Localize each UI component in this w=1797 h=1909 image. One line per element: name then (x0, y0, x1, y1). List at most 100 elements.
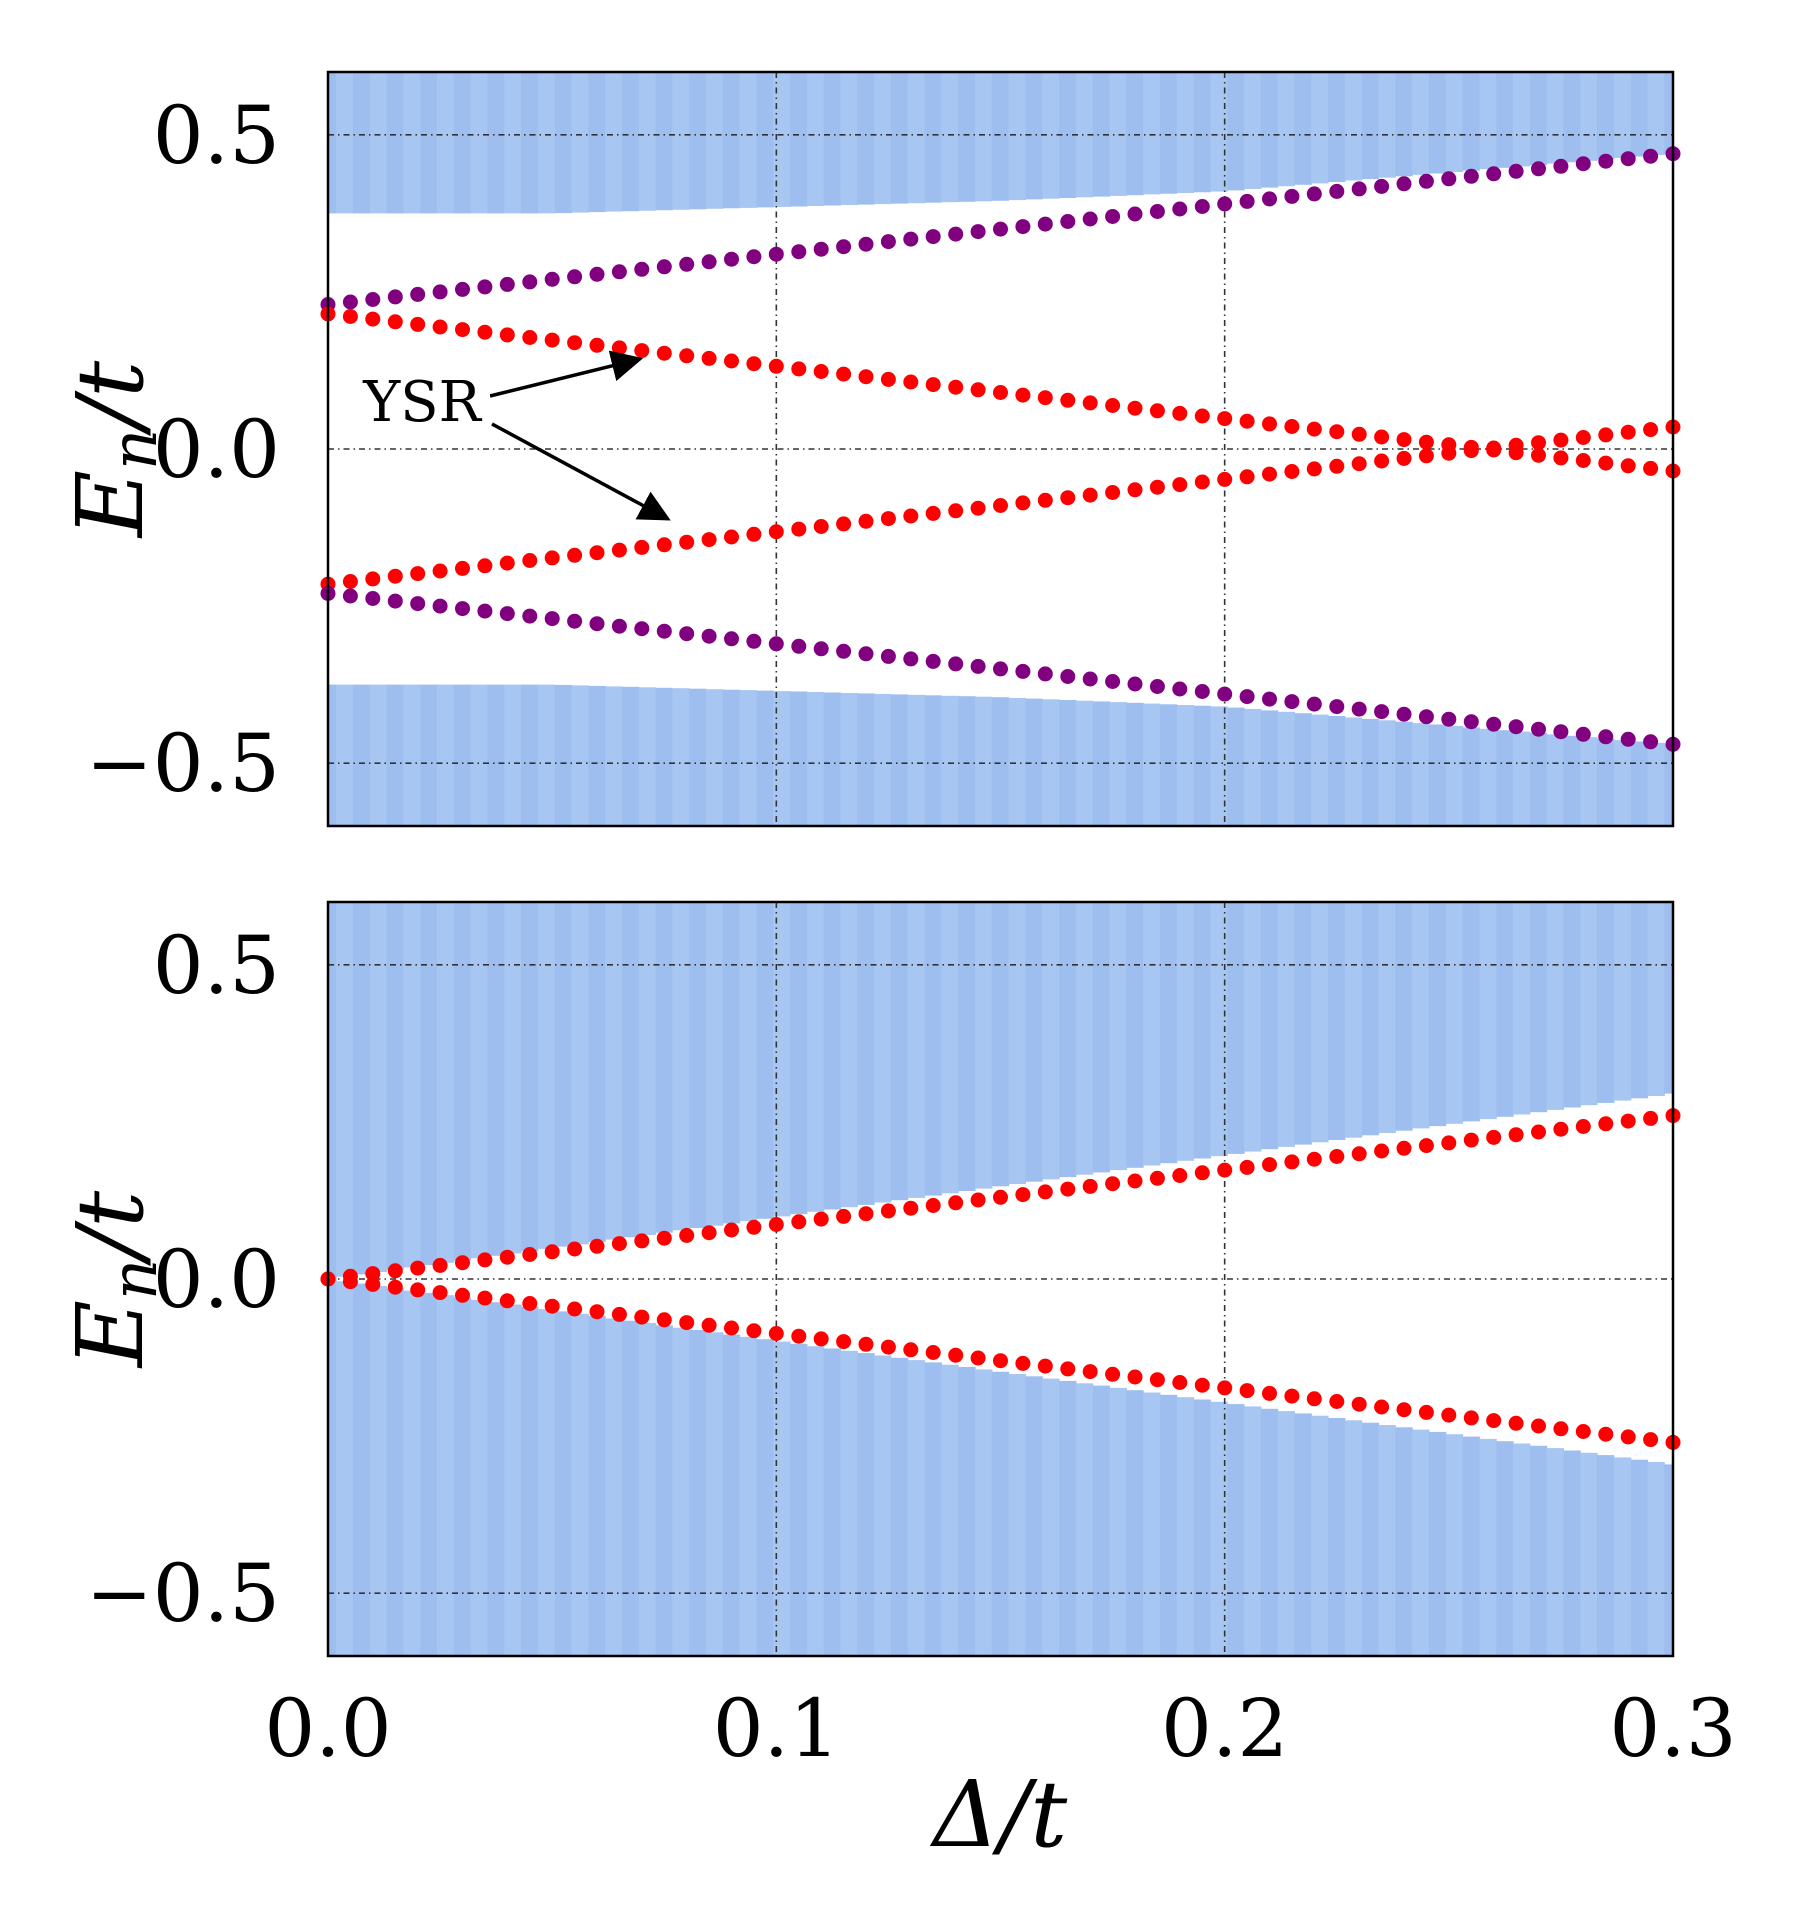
data-point (1082, 1178, 1098, 1194)
data-point (1351, 426, 1367, 442)
continuum-stripe-lower (975, 696, 993, 826)
continuum-stripe-lower (1311, 714, 1329, 826)
data-point (1575, 156, 1591, 172)
data-point (1643, 460, 1659, 476)
data-point (1329, 1394, 1345, 1409)
continuum-stripe-lower (773, 1341, 791, 1656)
continuum-stripe-upper (890, 902, 909, 1201)
data-point (1015, 387, 1031, 403)
continuum-stripe-upper (1647, 902, 1665, 1096)
data-point (701, 350, 717, 366)
data-point (1508, 719, 1524, 735)
continuum-stripe-lower (1597, 1455, 1615, 1656)
data-point (1620, 1113, 1636, 1129)
continuum-stripe-upper (571, 72, 589, 213)
data-point (1306, 1151, 1322, 1167)
continuum-stripe-upper (1412, 72, 1430, 175)
continuum-stripe-upper (1159, 72, 1178, 194)
data-point (634, 621, 650, 637)
data-point (1441, 711, 1457, 727)
data-point (1620, 731, 1636, 747)
continuum-stripe-lower (756, 1339, 774, 1656)
data-point (768, 1326, 784, 1341)
continuum-stripe-lower (621, 1320, 640, 1656)
data-point (387, 289, 403, 305)
continuum-stripe-upper (487, 72, 505, 214)
continuum-stripe-upper (1378, 72, 1396, 178)
data-point (993, 498, 1008, 513)
continuum-stripe-lower (1496, 1441, 1514, 1656)
data-point (791, 361, 807, 377)
continuum-stripe-lower (739, 1336, 757, 1656)
data-point (858, 1336, 874, 1352)
data-point (589, 545, 605, 561)
data-point (611, 618, 627, 634)
continuum-stripe-lower (1647, 1462, 1665, 1656)
data-point (1217, 196, 1233, 212)
continuum-stripe-upper (1513, 902, 1531, 1115)
continuum-stripe-lower (504, 1304, 522, 1656)
data-point (1396, 432, 1412, 448)
bottom-y-label-tail: /t (57, 1190, 164, 1267)
data-point (1127, 1369, 1143, 1385)
continuum-stripe-upper (328, 72, 337, 214)
data-point (1239, 689, 1255, 705)
continuum-stripe-lower (386, 684, 404, 826)
continuum-stripe-upper (1546, 902, 1564, 1110)
continuum-stripe-lower (1546, 734, 1564, 826)
data-point (1553, 724, 1569, 740)
continuum-stripe-upper (386, 72, 404, 214)
continuum-stripe-lower (722, 689, 741, 826)
continuum-stripe-lower (1042, 1378, 1060, 1656)
continuum-stripe-lower (1260, 1408, 1279, 1656)
continuum-stripe-upper (1563, 902, 1581, 1108)
continuum-stripe-lower (1664, 1464, 1673, 1656)
data-point (1306, 696, 1322, 712)
data-point (365, 1276, 381, 1292)
continuum-stripe-lower (437, 684, 455, 826)
data-point (499, 276, 515, 292)
continuum-stripe-upper (1479, 72, 1497, 170)
data-point (656, 537, 672, 553)
data-point (1508, 1415, 1524, 1431)
continuum-stripe-upper (1613, 72, 1632, 158)
continuum-stripe-upper (672, 72, 690, 210)
continuum-stripe-upper (941, 72, 959, 203)
continuum-stripe-upper (420, 72, 438, 214)
continuum-stripe-lower (437, 1295, 455, 1656)
continuum-stripe-upper (605, 72, 623, 212)
continuum-stripe-upper (722, 72, 741, 209)
data-point (813, 364, 829, 379)
data-point (1149, 403, 1165, 419)
data-point (858, 646, 874, 662)
continuum-stripe-upper (1630, 72, 1649, 157)
continuum-stripe-upper (1277, 902, 1295, 1147)
data-point (342, 1274, 358, 1290)
data-point (544, 332, 560, 348)
continuum-stripe-lower (1412, 723, 1430, 826)
continuum-stripe-upper (1428, 72, 1447, 174)
data-point (970, 382, 986, 398)
continuum-stripe-lower (857, 693, 875, 826)
data-point (925, 653, 941, 669)
data-point (1598, 153, 1614, 169)
continuum-stripe-lower (1445, 725, 1464, 826)
data-point (768, 246, 784, 262)
continuum-stripe-upper (1042, 902, 1060, 1180)
data-point (455, 601, 470, 617)
continuum-stripe-upper (1042, 72, 1060, 199)
data-point (1037, 390, 1053, 406)
continuum-stripe-upper (1075, 72, 1094, 198)
y-tick-label: 0.0 (153, 403, 280, 496)
data-point (1643, 1110, 1659, 1126)
continuum-stripe-lower (806, 692, 825, 826)
data-point (1374, 178, 1390, 194)
data-point (1306, 186, 1322, 202)
continuum-stripe-lower (1042, 699, 1060, 826)
data-point (1262, 691, 1277, 707)
data-point (724, 1320, 739, 1336)
data-point (1037, 1358, 1053, 1374)
continuum-stripe-lower (1075, 1383, 1094, 1656)
data-point (1441, 171, 1457, 187)
